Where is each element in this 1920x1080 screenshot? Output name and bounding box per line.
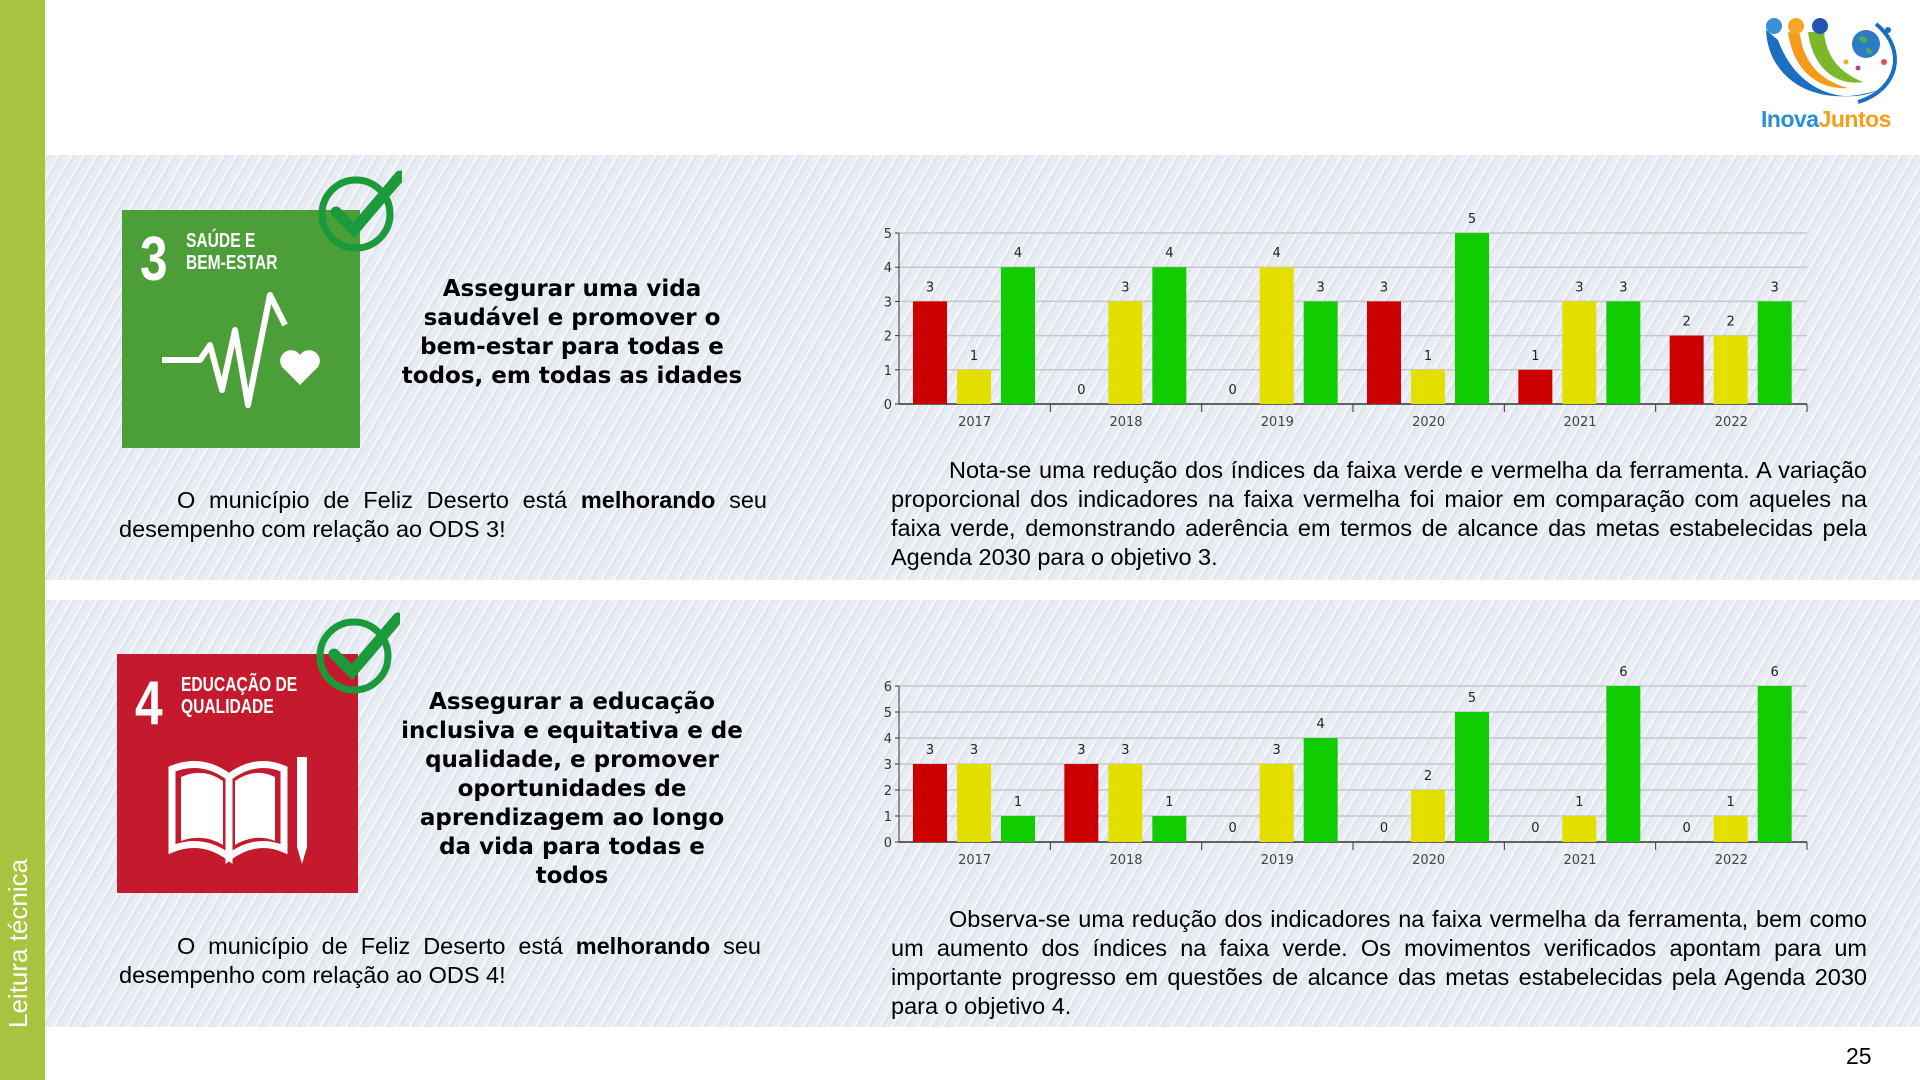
- logo-text-inova: Inova: [1761, 106, 1819, 132]
- status-suffix: seu desempenho com relação ao ODS 3!: [119, 487, 767, 542]
- logo-text: InovaJuntos: [1761, 106, 1891, 133]
- sidebar: Leitura técnica: [0, 0, 45, 1080]
- status-text: O município de Feliz Deserto está melhor…: [119, 486, 767, 544]
- page-number: 25: [1846, 1043, 1872, 1069]
- sdg-name-line2: BEM-ESTAR: [186, 252, 278, 274]
- status-text: O município de Feliz Deserto está melhor…: [119, 932, 761, 990]
- status-prefix: O município de Feliz Deserto está: [177, 933, 576, 959]
- goal-text: Assegurar uma vida saudável e promover o…: [401, 276, 743, 389]
- sdg-number: 4: [135, 669, 163, 738]
- sdg-name-line1: EDUCAÇÃO DE: [181, 674, 298, 696]
- sdg-name: SAÚDE E BEM-ESTAR: [186, 230, 278, 274]
- sdg-name-line2: QUALIDADE: [181, 696, 274, 718]
- status-prefix: O município de Feliz Deserto está: [177, 487, 581, 513]
- analysis-text: Nota-se uma redução dos índices da faixa…: [891, 457, 1867, 570]
- sdg-name: EDUCAÇÃO DE QUALIDADE: [181, 674, 297, 718]
- status-suffix: seu desempenho com relação ao ODS 4!: [119, 933, 761, 988]
- sidebar-label: Leitura técnica: [3, 858, 33, 1028]
- sdg-number: 3: [140, 225, 168, 294]
- inovajuntos-logo: [1766, 18, 1897, 104]
- checkmark-icon: [318, 170, 402, 252]
- checkmark-icon: [316, 612, 400, 694]
- logo-text-juntos: Juntos: [1818, 106, 1892, 132]
- heartbeat-icon: [162, 292, 320, 408]
- status-bold: melhorando: [575, 933, 711, 959]
- sdg-name-line1: SAÚDE E: [186, 230, 256, 252]
- analysis-text: Observa-se uma redução dos indicadores n…: [891, 906, 1867, 1019]
- sdg4-tile: 4 EDUCAÇÃO DE QUALIDADE: [117, 654, 358, 893]
- book-pencil-icon: [168, 757, 307, 864]
- sdg3-tile: 3 SAÚDE E BEM-ESTAR: [122, 210, 360, 448]
- status-bold: melhorando: [580, 487, 716, 513]
- goal-text: Assegurar a educação inclusiva e equitat…: [401, 689, 743, 889]
